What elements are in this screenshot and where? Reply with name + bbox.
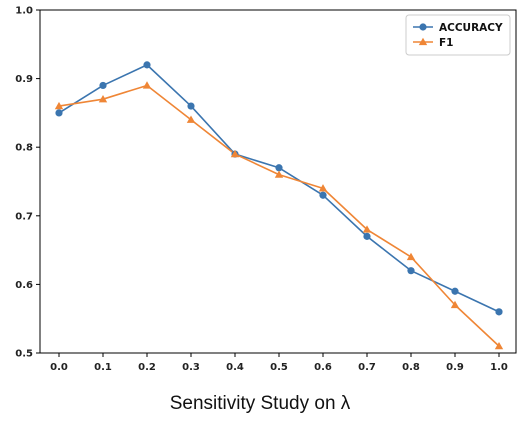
legend-marker-accuracy [419,23,427,31]
x-tick-label: 1.0 [490,362,508,373]
legend-label-accuracy: ACCURACY [439,22,503,34]
data-point-accuracy [99,81,107,90]
data-point-f1 [98,94,108,103]
data-point-accuracy [275,164,283,172]
data-point-f1 [406,252,416,261]
x-tick-label: 0.5 [270,362,288,373]
legend: ACCURACY F1 [405,14,511,56]
x-tick-label: 0.2 [138,362,156,373]
x-tick-label: 0.3 [182,362,200,373]
data-point-accuracy [187,102,195,110]
x-tick-label: 0.7 [358,362,376,373]
data-point-f1 [142,81,152,89]
data-point-accuracy [319,191,327,199]
y-tick-label: 0.5 [15,349,33,360]
data-point-f1 [318,184,328,192]
data-point-f1 [230,149,240,158]
legend-marker-f1 [418,37,428,46]
y-tick-label: 0.6 [15,280,33,291]
plot-frame [39,9,517,354]
y-tick-label: 0.8 [15,143,33,154]
y-tick-label: 0.9 [15,74,33,85]
x-axis: 0.0 0.1 0.2 0.3 0.4 0.5 0.6 0.7 0.8 0.9 1.0 [50,353,508,373]
y-tick-label: 1.0 [15,6,33,17]
y-axis: 0.5 0.6 0.7 0.8 0.9 1.0 [15,6,40,360]
data-point-accuracy [55,109,63,117]
data-point-f1 [362,225,372,233]
x-tick-label: 0.8 [402,362,420,373]
x-tick-label: 0.6 [314,362,332,373]
legend-label-f1: F1 [439,37,453,49]
data-point-f1 [186,115,196,123]
data-point-accuracy [143,61,151,69]
x-tick-label: 0.1 [94,362,112,373]
data-point-f1 [494,341,504,350]
x-axis-label: Sensitivity Study on λ [170,393,351,414]
data-point-accuracy [407,267,415,275]
plot-markers [54,61,504,350]
data-point-f1 [54,101,64,110]
x-tick-label: 0.9 [446,362,464,373]
data-point-accuracy [451,287,459,295]
x-tick-label: 0.0 [50,362,68,373]
y-tick-label: 0.7 [15,211,33,222]
data-point-f1 [274,170,284,178]
data-point-accuracy [363,232,371,240]
data-point-accuracy [495,308,503,316]
legend-frame [405,14,511,56]
x-tick-label: 0.4 [226,362,244,373]
data-point-f1 [450,300,460,309]
